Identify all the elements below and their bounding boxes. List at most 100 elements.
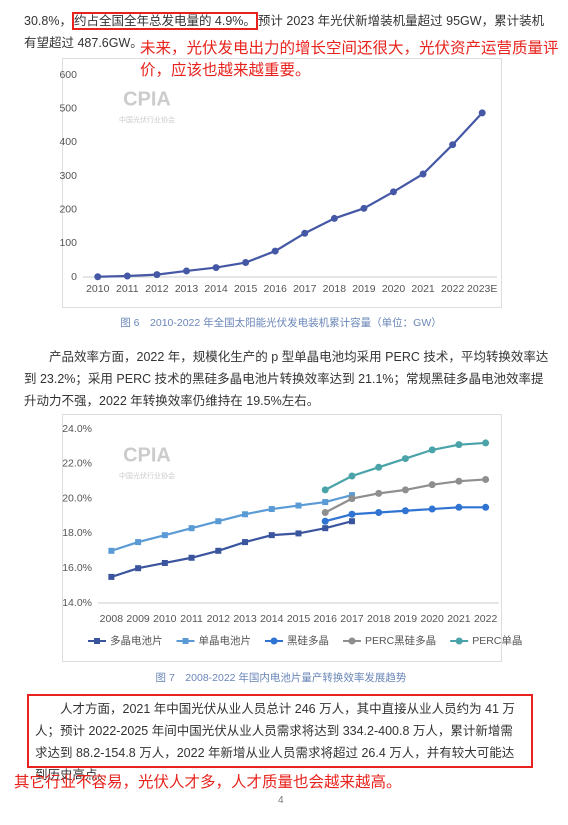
marker	[108, 547, 115, 554]
paragraph: 产品效率方面，2022 年，规模化生产的 p 型单晶电池均采用 PERC 技术，…	[24, 350, 549, 408]
marker	[455, 441, 463, 449]
marker	[482, 503, 490, 511]
marker	[94, 273, 102, 281]
x-tick-label: 2010	[153, 613, 177, 625]
y-tick-label: 400	[59, 136, 77, 148]
chart-frame	[62, 58, 502, 308]
marker	[301, 229, 309, 237]
x-tick-label: 2013	[175, 283, 199, 295]
marker	[295, 502, 302, 509]
marker	[295, 530, 302, 537]
marker	[123, 272, 131, 280]
marker	[135, 539, 142, 546]
chart: CPIA 中国光伏行业协会 0 100 200 300 400 500 600 2010 2011 2…	[59, 69, 497, 295]
x-tick-label: 2012	[207, 613, 231, 625]
y-tick-label: 600	[59, 69, 77, 81]
x-tick-label: 2016	[314, 613, 338, 625]
marker	[188, 525, 195, 532]
marker	[449, 141, 457, 149]
y-tick-label: 500	[59, 102, 77, 114]
x-tick-label: 2018	[323, 283, 347, 295]
marker	[215, 518, 222, 525]
marker	[348, 495, 356, 503]
page-number: 4	[278, 795, 284, 806]
legend-label: PERC黑硅多晶	[365, 634, 436, 647]
watermark: 中国光伏行业协会	[119, 115, 175, 124]
marker	[390, 188, 397, 196]
watermark: CPIA	[123, 444, 171, 466]
chart-frame	[62, 414, 502, 662]
x-tick-label: 2017	[340, 613, 364, 625]
marker	[375, 509, 383, 517]
marker	[428, 505, 436, 513]
legend-label: 单晶电池片	[199, 634, 252, 647]
legend-marker	[270, 637, 278, 645]
x-tick-label: 2021	[447, 613, 471, 625]
y-tick-label: 0	[71, 271, 77, 283]
marker	[268, 506, 275, 513]
x-tick-label: 2015	[234, 283, 258, 295]
watermark: CPIA	[123, 88, 171, 110]
marker	[183, 267, 190, 275]
legend-marker	[182, 638, 189, 644]
marker	[212, 264, 220, 272]
x-tick-label: 2023E	[467, 283, 497, 295]
legend-label: 多晶电池片	[110, 634, 163, 647]
highlight-paragraph: 人才方面，2021 年中国光伏从业人员总计 246 万人，其中直接从业人员约为 …	[27, 694, 533, 782]
marker	[375, 489, 383, 497]
series-line	[111, 494, 353, 552]
marker	[401, 486, 409, 494]
marker	[419, 170, 427, 178]
marker	[242, 539, 249, 546]
marker	[348, 518, 355, 525]
marker	[455, 477, 463, 485]
caption: 图 7 2008-2022 年国内电池片量产转换效率发展趋势	[155, 672, 407, 684]
x-tick-label: 2011	[180, 613, 203, 625]
legend-marker	[348, 637, 356, 645]
marker	[401, 507, 409, 515]
marker	[135, 565, 142, 572]
marker	[242, 511, 249, 518]
marker	[348, 472, 356, 480]
x-tick-label: 2012	[145, 283, 169, 295]
watermark: 中国光伏行业协会	[119, 471, 175, 480]
marker	[161, 559, 168, 566]
marker	[161, 532, 168, 539]
legend-marker	[94, 638, 100, 644]
x-tick-label: 2008	[100, 613, 124, 625]
x-tick-label: 2009	[126, 613, 150, 625]
marker	[482, 475, 490, 483]
annotation: 其它行业不容易，光伏人才多，人才质量也会越来越高。	[14, 774, 402, 791]
marker	[321, 509, 329, 517]
x-tick-label: 2014	[260, 613, 284, 625]
y-tick-label: 22.0%	[62, 458, 92, 470]
intro-text: 预计 2023 年光伏新增装机量超过 95GW，累计装机有望超过 487.6GW…	[24, 14, 545, 50]
marker	[482, 439, 490, 447]
legend-label: 黑硅多晶	[287, 634, 329, 647]
marker	[428, 446, 436, 454]
marker	[188, 554, 195, 561]
caption: 图 6 2010-2022 年全国太阳能光伏发电装机累计容量（单位：GW）	[120, 317, 442, 329]
marker	[375, 463, 383, 471]
marker	[268, 532, 275, 539]
marker	[153, 271, 161, 279]
series-line	[111, 520, 353, 578]
x-tick-label: 2018	[367, 613, 391, 625]
legend-marker	[455, 637, 463, 645]
x-tick-label: 2010	[86, 283, 110, 295]
legend-label: PERC单晶	[472, 635, 522, 647]
x-tick-label: 2015	[287, 613, 311, 625]
x-tick-label: 2011	[116, 283, 139, 295]
x-tick-label: 2017	[293, 283, 317, 295]
marker	[321, 486, 329, 494]
marker	[478, 109, 486, 117]
marker	[360, 204, 368, 212]
marker	[348, 510, 356, 518]
x-tick-label: 2021	[411, 283, 435, 295]
marker	[428, 481, 436, 489]
y-tick-label: 14.0%	[62, 597, 92, 609]
y-tick-label: 16.0%	[62, 562, 92, 574]
x-tick-label: 2022	[474, 613, 498, 625]
marker	[330, 214, 338, 222]
